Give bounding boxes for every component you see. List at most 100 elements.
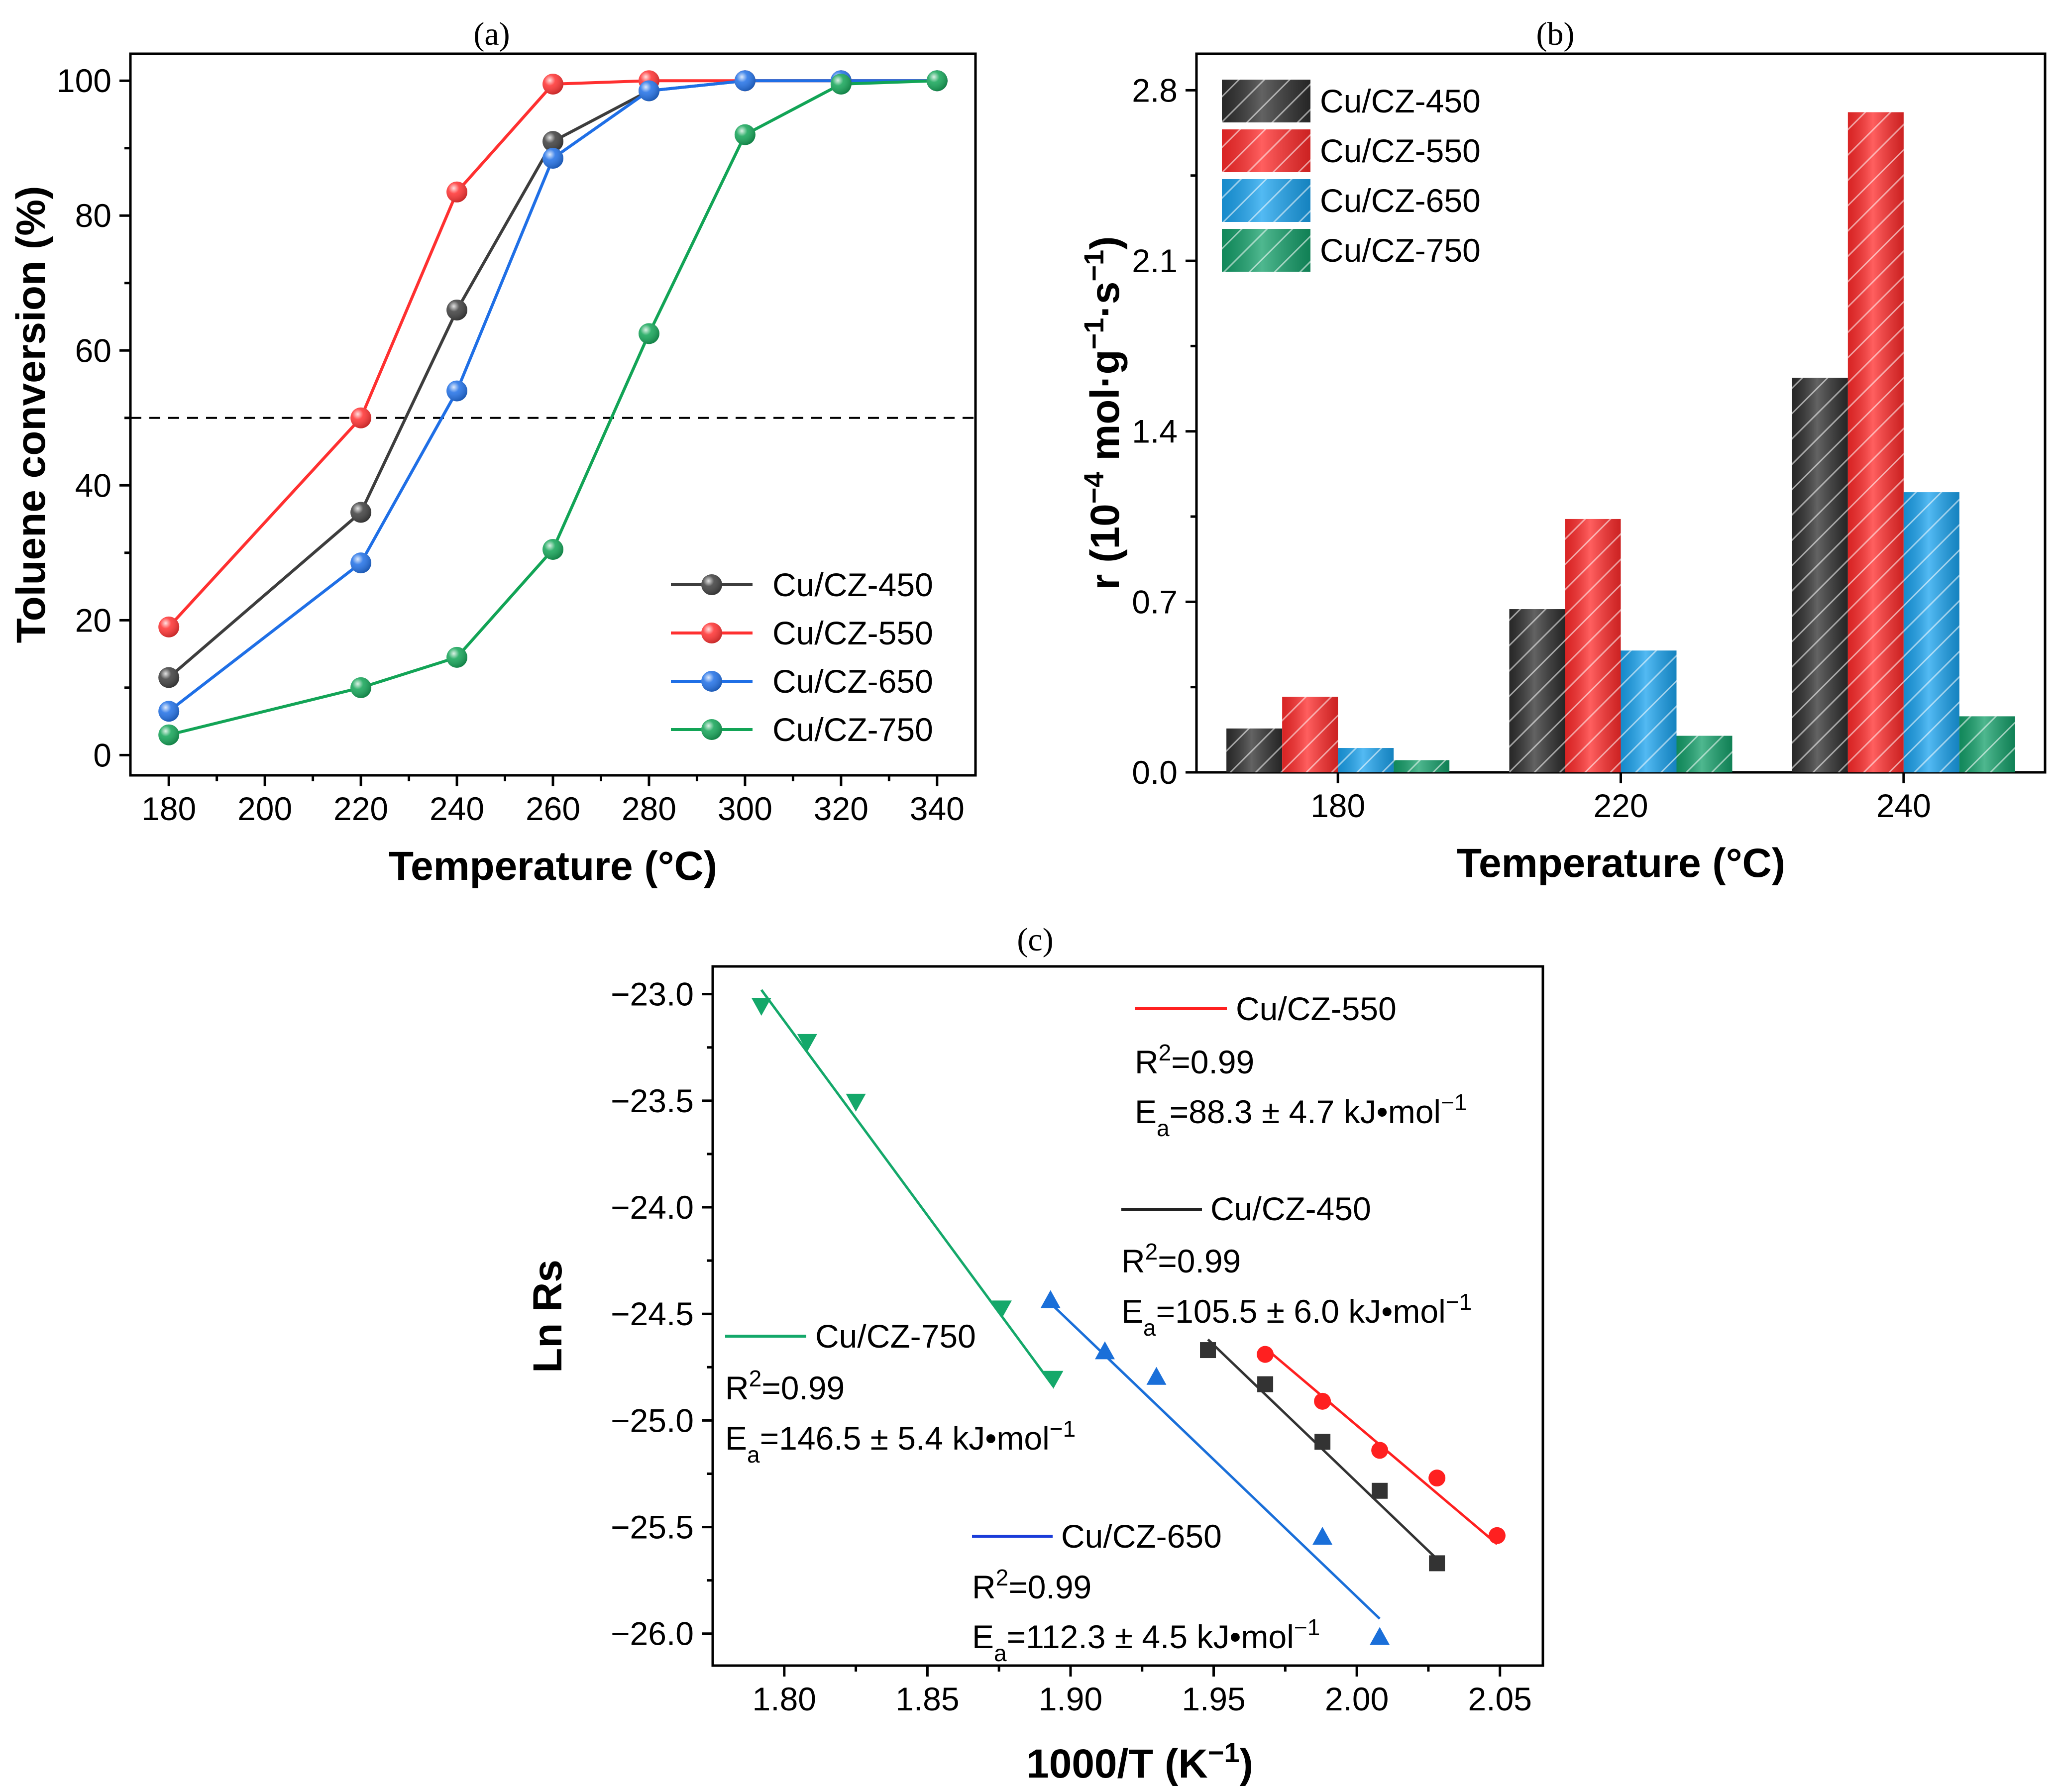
r2-letter: R: [725, 1370, 749, 1406]
x-axis-title-c-part1: 1000/T (K: [1026, 1741, 1208, 1787]
y-tick-label-a: 80: [75, 197, 111, 234]
data-point-cu-cz-650: [1370, 1627, 1390, 1645]
y-axis-title-b-part2: mol·g: [1083, 349, 1128, 472]
data-point-cu-cz-550: [1371, 1442, 1389, 1459]
data-point-cu-cz-750: [846, 1093, 866, 1112]
y-tick-label-c: −23.5: [611, 1082, 694, 1119]
data-point-cu-cz-650: [1146, 1367, 1167, 1385]
r2-sup: 2: [749, 1366, 762, 1391]
r2-value: =0.99: [1158, 1243, 1241, 1279]
data-point-cu-cz-750: [1043, 1370, 1064, 1389]
ea-label-cu-cz-650: Ea=112.3 ± 4.5 kJ•mol−1: [972, 1614, 1320, 1666]
x-tick-label-a: 320: [814, 790, 868, 827]
chart-c: 1.80 1.85 1.90 1.95 2.00 2.05 −23.0 −23.5 −24.0 −…: [525, 965, 1544, 1787]
series-line-cu-cz-650: [168, 79, 937, 713]
data-point-cu-cz-750: [797, 1034, 817, 1052]
legend-marker-shine: [701, 671, 722, 692]
ea-sub: a: [1143, 1315, 1156, 1341]
ea-letter: E: [1121, 1293, 1143, 1330]
data-point-cu-cz-550: [1257, 1346, 1274, 1363]
data-point-shine: [638, 323, 659, 344]
ea-value: =105.5 ± 6.0 kJ•mol: [1156, 1293, 1446, 1330]
y-tick-label-a: 100: [57, 62, 111, 99]
legend-label-cu-cz-650: Cu/CZ-650: [772, 663, 933, 700]
panel-label-c: (c): [1017, 922, 1053, 958]
data-point-shine: [158, 616, 180, 637]
plot-frame-c: [711, 965, 1544, 1667]
chart-b: 0.0 0.7 1.4 2.1 2.8 180 220 240 Cu/CZ-450 Cu/CZ-…: [1078, 52, 2047, 886]
r2-value: =0.99: [761, 1370, 845, 1406]
data-point-shine: [446, 646, 468, 668]
bar-hatch: [1338, 748, 1394, 772]
r2-label-cu-cz-550: R2=0.99: [1135, 1040, 1254, 1080]
data-point-cu-cz-650: [1094, 1341, 1115, 1360]
data-point-cu-cz-450: [1200, 1342, 1216, 1359]
legend-label-cu-cz-550: Cu/CZ-550: [1320, 132, 1481, 169]
ea-sub: a: [994, 1640, 1007, 1666]
data-point-cu-cz-550: [1314, 1392, 1331, 1410]
y-tick-label-c: −23.0: [611, 976, 694, 1013]
legend-label-cu-cz-650: Cu/CZ-650: [1061, 1518, 1222, 1555]
legend-marker-shine: [701, 623, 722, 643]
x-tick-label-a: 340: [910, 790, 965, 827]
bar-hatch: [1226, 728, 1283, 772]
data-point-shine: [542, 148, 563, 169]
ea-label-cu-cz-750: Ea=146.5 ± 5.4 kJ•mol−1: [725, 1416, 1076, 1468]
ea-sub: a: [747, 1442, 760, 1468]
y-axis-title-b-part3: ·s: [1083, 282, 1128, 318]
data-point-cu-cz-450: [1429, 1555, 1445, 1572]
y-tick-label-b: 2.1: [1132, 242, 1178, 279]
data-point-shine: [830, 73, 852, 95]
data-point-shine: [350, 552, 372, 574]
x-tick-label-a: 220: [333, 790, 388, 827]
y-tick-label-a: 60: [75, 332, 111, 369]
legend-label-cu-cz-750: Cu/CZ-750: [772, 711, 933, 748]
x-tick-label-c: 1.85: [895, 1681, 959, 1717]
data-point-cu-cz-550: [1428, 1470, 1446, 1487]
chart-a: 180 200 220 240 260 280 300 320 340020406080100 …: [8, 52, 977, 889]
x-axis-title-c: 1000/T (K−1): [1026, 1737, 1253, 1787]
ea-value: =146.5 ± 5.4 kJ•mol: [760, 1420, 1050, 1457]
data-point-shine: [446, 380, 468, 402]
data-point-shine: [542, 73, 563, 95]
bar-hatch: [1676, 736, 1733, 772]
y-axis-title-b-part4: ): [1083, 236, 1128, 250]
y-axis-title-b-sup2: −1: [1078, 318, 1109, 350]
y-tick-label-b: 0.0: [1132, 754, 1178, 791]
legend-swatch-hatch: [1222, 179, 1310, 222]
data-point-cu-cz-450: [1257, 1376, 1274, 1392]
ea-letter: E: [972, 1618, 994, 1655]
ea-value: =88.3 ± 4.7 kJ•mol: [1170, 1093, 1441, 1130]
legend-label-cu-cz-450: Cu/CZ-450: [1320, 83, 1481, 119]
x-axis-title-c-sup: −1: [1208, 1737, 1240, 1768]
x-tick-label-a: 200: [237, 790, 292, 827]
data-point-shine: [350, 677, 372, 698]
annotation-cu-cz-750: Cu/CZ-750 R2=0.99 Ea=146.5 ± 5.4 kJ•mol−…: [725, 1318, 1076, 1468]
x-tick-label-c: 1.80: [753, 1681, 816, 1717]
x-tick-label-a: 260: [526, 790, 580, 827]
legend-marker-shine: [701, 574, 722, 595]
y-tick-label-c: −26.0: [611, 1615, 694, 1652]
y-tick-label-b: 0.7: [1132, 583, 1178, 620]
ea-letter: E: [1135, 1093, 1157, 1130]
data-point-cu-cz-650: [1040, 1290, 1061, 1308]
data-point-shine: [446, 299, 468, 320]
y-tick-label-a: 40: [75, 467, 111, 504]
legend-label-cu-cz-550: Cu/CZ-550: [1236, 990, 1397, 1027]
r2-label-cu-cz-750: R2=0.99: [725, 1366, 845, 1406]
y-axis-title-b: r (10−4 mol·g−1·s−1): [1078, 236, 1128, 590]
ea-label-cu-cz-450: Ea=105.5 ± 6.0 kJ•mol−1: [1121, 1289, 1472, 1341]
r2-label-cu-cz-450: R2=0.99: [1121, 1239, 1241, 1279]
bar-hatch: [1394, 760, 1450, 772]
y-tick-label-a: 0: [93, 737, 111, 773]
ea-letter: E: [725, 1420, 747, 1457]
r2-sup: 2: [1159, 1040, 1172, 1065]
legend-swatch-hatch: [1222, 229, 1310, 272]
x-tick-label-b: 180: [1310, 787, 1365, 824]
data-point-shine: [542, 539, 563, 560]
legend-label-cu-cz-650: Cu/CZ-650: [1320, 182, 1481, 219]
r2-label-cu-cz-650: R2=0.99: [972, 1565, 1091, 1605]
bar-hatch: [1792, 378, 1848, 772]
x-axis-title-c-part2: ): [1240, 1741, 1253, 1787]
data-point-cu-cz-650: [1312, 1526, 1333, 1545]
